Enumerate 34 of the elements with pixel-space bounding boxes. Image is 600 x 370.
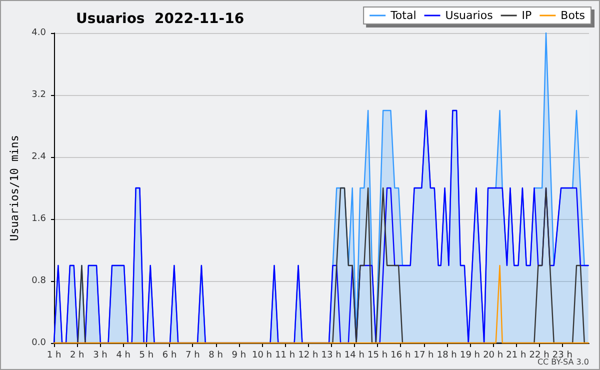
x-tick-label: 9 h <box>232 350 246 360</box>
x-tick-label: 11 h <box>275 350 296 360</box>
x-tick-label: 13 h <box>321 350 342 360</box>
x-tick-label: 10 h <box>252 350 272 360</box>
chart-title: Usuarios 2022-11-16 <box>76 11 244 27</box>
x-tick-label: 1 h <box>46 350 62 360</box>
x-tick-label: 7 h <box>186 350 200 360</box>
legend-label: Usuarios <box>445 9 494 22</box>
x-tick-label: 3 h <box>93 350 108 360</box>
x-tick-label: 20 h <box>483 350 504 360</box>
x-tick-label: 21 h <box>506 350 526 360</box>
x-tick-label: 4 h <box>116 350 130 360</box>
legend-label: IP <box>522 9 532 22</box>
x-tick-label: 8 h <box>208 350 223 360</box>
y-tick-label: 0.0 <box>32 338 46 348</box>
legend-label: Total <box>390 9 416 22</box>
x-tick-label: 15 h <box>368 350 388 360</box>
y-tick-label: 1.6 <box>32 214 46 224</box>
y-tick-label: 2.4 <box>32 152 46 162</box>
y-tick-label: 4.0 <box>32 28 46 38</box>
text: CC BY-SA 3.0 <box>537 358 590 366</box>
x-tick-label: 18 h <box>436 350 457 360</box>
x-tick-label: 14 h <box>344 350 364 360</box>
y-tick-label: 0.8 <box>32 276 46 286</box>
x-tick-label: 16 h <box>390 350 411 360</box>
legend-label: Bots <box>560 9 586 22</box>
x-tick-label: 19 h <box>460 350 480 360</box>
y-tick-label: 3.2 <box>32 90 46 100</box>
x-tick-label: 17 h <box>414 350 434 360</box>
x-tick-label: 2 h <box>70 350 84 360</box>
x-tick-label: 5 h <box>139 350 154 360</box>
y-axis-title: Usuarios/10 mins <box>8 135 21 241</box>
x-tick-label: 6 h <box>162 350 177 360</box>
x-tick-label: 12 h <box>298 350 318 360</box>
